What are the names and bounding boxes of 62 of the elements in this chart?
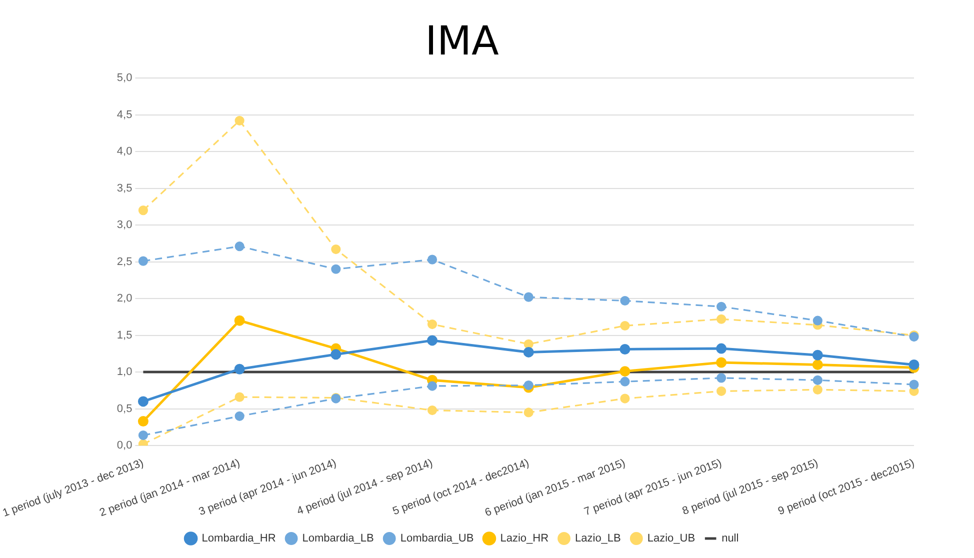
y-tick-label: 2,5: [116, 256, 132, 268]
y-tick-label: 1,0: [116, 366, 132, 378]
point: [427, 254, 438, 264]
point: [716, 373, 726, 383]
chart-title: IMA: [425, 18, 500, 64]
point: [427, 405, 438, 416]
point: [427, 335, 438, 346]
point: [234, 392, 244, 402]
y-tick-label: 3,0: [116, 219, 132, 232]
point: [138, 396, 148, 407]
point: [524, 292, 534, 302]
point: [908, 359, 920, 370]
point: [620, 344, 630, 355]
point: [620, 366, 630, 377]
point: [234, 315, 245, 326]
point: [909, 380, 919, 390]
point: [812, 375, 822, 385]
point: [620, 394, 630, 404]
legend-label: Lombardia_LB: [302, 532, 374, 545]
point: [716, 343, 727, 354]
y-tick-label: 2,0: [116, 292, 132, 305]
point: [620, 320, 630, 331]
point: [138, 430, 148, 440]
point: [234, 116, 244, 126]
legend-label: Lazio_UB: [647, 532, 696, 545]
legend-label: null: [722, 532, 739, 545]
y-tick-label: 4,5: [116, 108, 132, 121]
point: [812, 384, 822, 394]
point: [716, 357, 727, 368]
point: [812, 359, 823, 370]
point: [812, 350, 823, 360]
point: [524, 408, 534, 418]
point: [523, 346, 534, 358]
y-tick-label: 1,5: [116, 329, 132, 342]
point: [427, 381, 438, 391]
point: [620, 376, 630, 386]
y-tick-label: 0,5: [116, 402, 132, 415]
point: [427, 319, 438, 330]
point: [234, 364, 245, 374]
point: [716, 386, 726, 396]
point: [234, 411, 244, 421]
point: [716, 314, 726, 324]
legend-label: Lazio_HR: [500, 532, 549, 545]
point: [620, 296, 630, 306]
point: [138, 256, 148, 266]
legend-label: Lombardia_UB: [400, 532, 474, 545]
point: [331, 264, 341, 274]
y-tick-label: 0,0: [116, 440, 132, 452]
point: [331, 244, 341, 254]
point: [138, 206, 148, 216]
legend-label: Lazio_LB: [575, 532, 621, 545]
y-tick-label: 4,0: [116, 146, 132, 158]
point: [138, 416, 148, 427]
y-tick-label: 3,5: [116, 182, 132, 194]
point: [716, 302, 726, 312]
point: [524, 380, 534, 390]
point: [330, 349, 342, 360]
point: [812, 316, 822, 326]
point: [524, 339, 534, 349]
point: [234, 242, 244, 252]
legend-label: Lombardia_HR: [202, 532, 276, 545]
y-tick-label: 5,0: [116, 72, 132, 84]
